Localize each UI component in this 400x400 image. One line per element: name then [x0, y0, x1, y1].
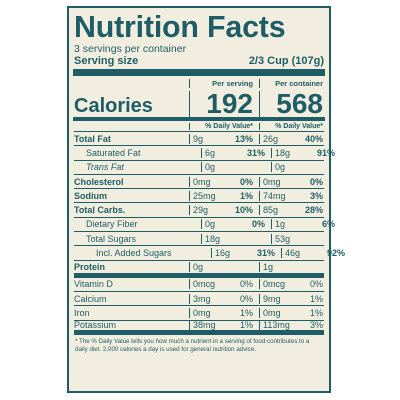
divider-thick	[73, 69, 325, 76]
table-row: Sodium 25mg 1% 74mg 3%	[74, 189, 324, 204]
dv-header-container: % Daily Value*	[259, 122, 326, 130]
dv-serving: 1%	[239, 320, 253, 331]
dv-serving: 1%	[239, 190, 253, 201]
dv-serving: 1%	[239, 307, 253, 318]
amount-container: 0mcg	[263, 279, 286, 290]
per-container-header: Per container	[259, 79, 326, 88]
dv-header-serving: % Daily Value*	[189, 122, 256, 130]
nutrient-label: Potassium	[74, 320, 117, 331]
table-row: Protein 0g 1g	[74, 261, 324, 278]
dv-serving: 0%	[239, 176, 253, 187]
dv-container: 1%	[309, 293, 323, 304]
dv-serving: 31%	[256, 248, 275, 259]
amount-serving: 16g	[215, 248, 231, 259]
nutrient-label: Calcium	[74, 293, 107, 304]
table-row: Calcium 3mg 0% 9mg 1%	[74, 292, 324, 307]
panel-title: Nutrition Facts	[74, 9, 286, 44]
table-row: Vitamin D 0mcg 0% 0mcg 0%	[74, 278, 324, 292]
nutrient-label: Dietary Fiber	[86, 219, 138, 230]
dv-container: 28%	[304, 205, 323, 216]
table-row: Total Sugars 18g 53g	[74, 232, 324, 247]
table-row: Dietary Fiber 0g 0% 1g 6%	[74, 218, 335, 233]
divider-medium	[73, 117, 325, 121]
nutrient-label: Trans Fat	[86, 162, 124, 173]
table-row: Saturated Fat 6g 31% 18g 91%	[74, 146, 335, 161]
amount-serving: 0g	[205, 162, 216, 173]
amount-container: 46g	[285, 248, 301, 259]
amount-serving: 6g	[205, 147, 216, 158]
amount-container: 0mg	[263, 307, 281, 318]
calories-container: 568	[259, 90, 326, 118]
dv-serving: 0%	[251, 219, 265, 230]
amount-serving: 0g	[193, 261, 204, 272]
dv-serving: 0%	[239, 279, 253, 290]
dv-container: 91%	[316, 147, 335, 158]
dv-container: 40%	[304, 133, 323, 144]
dv-container: 1%	[309, 307, 323, 318]
nutrient-label: Protein	[74, 261, 106, 272]
dv-container: 3%	[309, 320, 323, 331]
table-row: Potassium 38mg 1% 113mg 3%	[74, 320, 324, 335]
nutrient-label: Sodium	[74, 190, 107, 201]
table-row: Total Fat 9g 13% 26g 40%	[74, 132, 324, 147]
dv-serving: 13%	[234, 133, 253, 144]
amount-serving: 18g	[205, 233, 221, 244]
amount-container: 53g	[275, 233, 291, 244]
calories-serving: 192	[189, 90, 256, 118]
nutrient-label: Cholesterol	[74, 176, 124, 187]
dv-container: 0%	[309, 176, 323, 187]
amount-container: 26g	[263, 133, 279, 144]
table-row: Cholesterol 0mg 0% 0mg 0%	[74, 175, 324, 190]
amount-serving: 29g	[193, 205, 209, 216]
serving-size-value: 2/3 Cup (107g)	[248, 55, 324, 67]
amount-container: 18g	[275, 147, 291, 158]
dv-serving: 10%	[234, 205, 253, 216]
amount-serving: 25mg	[193, 190, 216, 201]
calories-label: Calories	[74, 95, 153, 117]
nutrient-label: Saturated Fat	[86, 147, 141, 158]
amount-container: 0mg	[263, 176, 281, 187]
amount-serving: 0mg	[193, 176, 211, 187]
amount-container: 0g	[275, 162, 286, 173]
dv-container: 3%	[309, 190, 323, 201]
amount-serving: 38mg	[193, 320, 216, 331]
amount-serving: 3mg	[193, 293, 211, 304]
amount-container: 74mg	[263, 190, 286, 201]
amount-container: 85g	[263, 205, 279, 216]
dv-serving: 31%	[246, 147, 265, 158]
nutrient-label: Total Carbs.	[74, 205, 126, 216]
nutrient-label: Total Fat	[74, 133, 111, 144]
amount-container: 9mg	[263, 293, 281, 304]
amount-serving: 0mcg	[193, 279, 216, 290]
nutrient-table: Per serving Per container Calories 192 5…	[73, 76, 345, 335]
serving-size-row: Serving size 2/3 Cup (107g)	[74, 55, 324, 68]
dv-container: 0%	[309, 279, 323, 290]
dv-container: 92%	[326, 248, 345, 259]
daily-value-footnote: * The % Daily Value tells you how much a…	[75, 337, 310, 353]
amount-container: 1g	[263, 261, 274, 272]
amount-container: 113mg	[263, 320, 290, 331]
nutrient-label: Iron	[74, 307, 90, 318]
dv-serving: 0%	[239, 293, 253, 304]
dv-container: 6%	[321, 219, 335, 230]
column-header-row: Per serving Per container	[74, 76, 324, 91]
table-row: Total Carbs. 29g 10% 85g 28%	[74, 203, 324, 218]
amount-container: 1g	[275, 219, 286, 230]
servings-per-container: 3 servings per container	[74, 43, 187, 55]
daily-value-header-row: % Daily Value* % Daily Value*	[74, 121, 324, 132]
amount-serving: 0mg	[193, 307, 211, 318]
table-row: Trans Fat 0g 0g	[74, 161, 324, 175]
nutrient-label: Total Sugars	[86, 233, 137, 244]
nutrient-label: Vitamin D	[74, 279, 113, 290]
nutrition-facts-panel: Nutrition Facts 3 servings per container…	[67, 6, 345, 393]
nutrient-label: Incl. Added Sugars	[96, 248, 172, 259]
amount-serving: 9g	[193, 133, 204, 144]
amount-serving: 0g	[205, 219, 216, 230]
table-row: Iron 0mg 1% 0mg 1%	[74, 306, 324, 321]
calories-row: Calories 192 568	[74, 90, 326, 118]
serving-size-label: Serving size	[74, 55, 139, 67]
per-serving-header: Per serving	[189, 79, 256, 88]
table-row: Incl. Added Sugars 16g 31% 46g 92%	[74, 246, 345, 261]
